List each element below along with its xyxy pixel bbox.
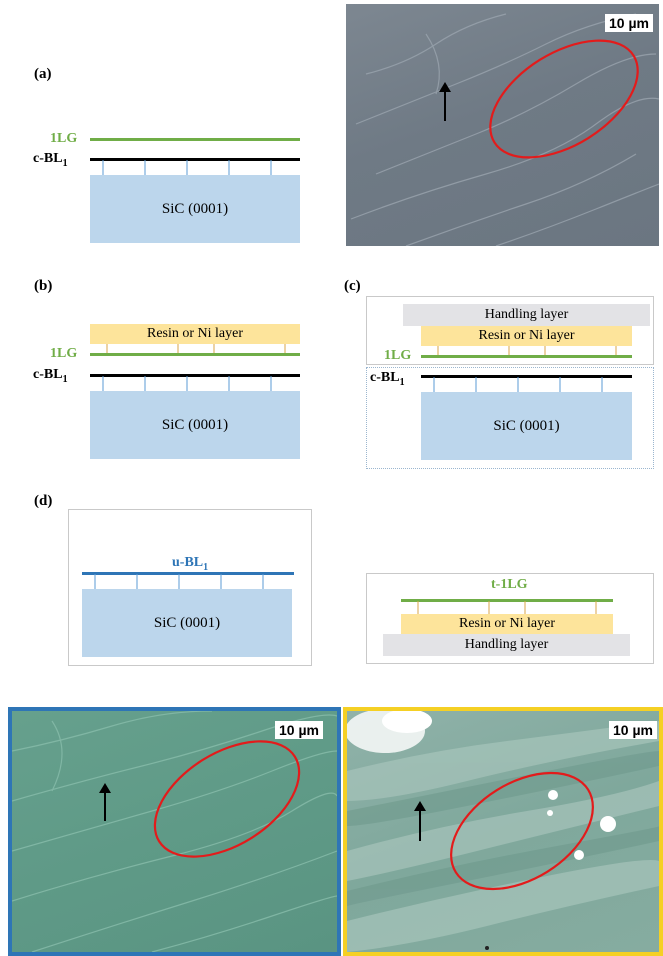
bottom-left-scale-bar: 10 µm (275, 721, 323, 739)
bottom-right-texture (347, 711, 659, 952)
bottom-left-arrow-icon (99, 783, 111, 821)
bottom-right-highlight-ellipse (450, 771, 594, 891)
panel-d-t1lg-line (401, 599, 613, 602)
panel-b-buffer-label: c-BL1 (33, 367, 68, 385)
panel-b-buffer-line (90, 374, 300, 377)
panel-c-bond-ticks (433, 377, 603, 392)
bottom-left-micrograph: 10 µm (8, 707, 341, 956)
panel-a-label: (a) (34, 66, 52, 82)
panel-a-buffer-line (90, 158, 300, 161)
bottom-right-arrow-icon (414, 801, 426, 841)
panel-a-sic-substrate: SiC (0001) (90, 175, 300, 243)
panel-a-bond-ticks (102, 160, 272, 175)
panel-c-sic-substrate: SiC (0001) (421, 392, 632, 460)
panel-d-ubl-line (82, 572, 294, 575)
panel-a-1lg-label: 1LG (50, 131, 78, 146)
panel-d-right-frame (366, 573, 654, 664)
panel-d-label: (d) (34, 493, 53, 509)
panel-c-buffer-line (421, 375, 632, 378)
panel-c-label: (c) (344, 278, 361, 294)
panel-a-buffer-label: c-BL1 (33, 151, 68, 169)
panel-b-bond-ticks (102, 376, 272, 391)
panel-c-handling-layer: Handling layer (403, 304, 650, 326)
panel-c-buffer-label: c-BL1 (370, 370, 405, 388)
bottom-left-step-lines (12, 711, 337, 952)
panel-b-sic-substrate: SiC (0001) (90, 391, 300, 459)
panel-d-handling-layer: Handling layer (383, 634, 630, 656)
panel-d-sic-substrate: SiC (0001) (82, 589, 292, 657)
panel-a-graphene-line (90, 138, 300, 141)
panel-a-highlight-ellipse (489, 39, 639, 159)
panel-c-resin-layer: Resin or Ni layer (421, 326, 632, 346)
panel-b-1lg-label: 1LG (50, 346, 78, 361)
panel-d-left-bond-ticks (94, 574, 264, 589)
bottom-right-scale-bar: 10 µm (609, 721, 657, 739)
panel-c-lower-frame (366, 367, 654, 469)
panel-c-upper-frame (366, 296, 654, 365)
panel-a-scale-bar: 10 µm (605, 14, 653, 32)
panel-a-arrow-icon (439, 82, 451, 121)
bottom-left-highlight-ellipse (153, 740, 301, 858)
panel-c-1lg-label: 1LG (384, 348, 412, 363)
panel-c-graphene-line (421, 355, 632, 358)
panel-d-left-frame (68, 509, 312, 666)
panel-d-resin-layer: Resin or Ni layer (401, 614, 613, 634)
bottom-right-micrograph: 10 µm (343, 707, 663, 956)
panel-b-resin-ticks (106, 344, 286, 353)
panel-a-micrograph: 10 µm (346, 4, 659, 246)
panel-c-resin-ticks (437, 346, 617, 355)
panel-d-resin-ticks (417, 601, 597, 614)
panel-b-resin-layer: Resin or Ni layer (90, 324, 300, 344)
panel-b-graphene-line (90, 353, 300, 356)
panel-d-t1lg-label: t-1LG (491, 577, 528, 592)
panel-d-ubl-label: u-BL1 (172, 555, 209, 573)
panel-b-label: (b) (34, 278, 53, 294)
